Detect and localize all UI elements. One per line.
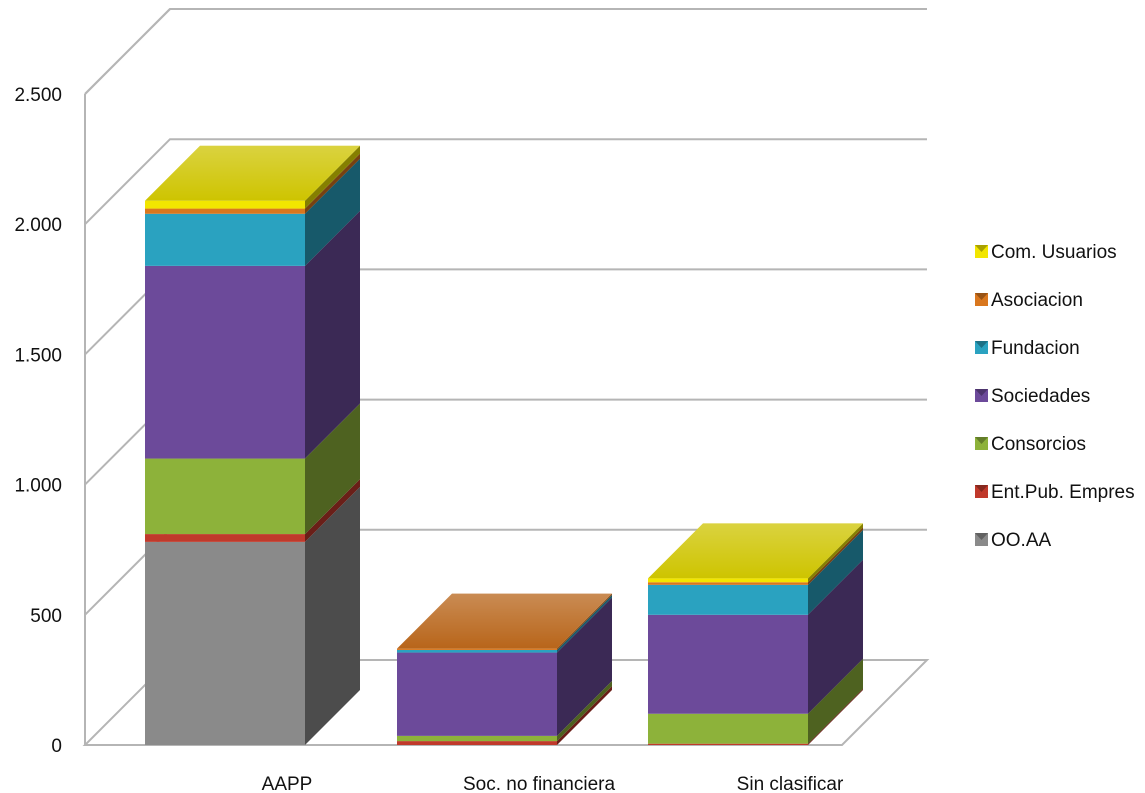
- legend-swatch-bevel: [975, 437, 988, 444]
- bar-front: [145, 265, 305, 459]
- legend-item-ent-pub-empres: Ent.Pub. Empres: [975, 482, 1135, 503]
- bar-segment-sin-clasificar-sociedades: [648, 559, 863, 714]
- bar-side: [305, 153, 360, 214]
- bar-stack-aapp: [145, 145, 360, 745]
- bar-segment-sin-clasificar-com-usuarios: [648, 523, 863, 583]
- y-tick-label: 1.500: [14, 345, 62, 366]
- bar-side: [557, 680, 612, 742]
- bar-segment-sin-clasificar-ent-pub-empres: [648, 688, 863, 745]
- y-axis-tick-labels: 0 500 1.000 1.500 2.000 2.500: [14, 85, 62, 757]
- legend-label: Consorcios: [991, 434, 1086, 455]
- legend-label: Fundacion: [991, 338, 1080, 359]
- legend-item-oo-aa: OO.AA: [975, 530, 1052, 551]
- bar-front: [648, 578, 808, 583]
- bar-front: [648, 584, 808, 615]
- bar-side: [305, 403, 360, 535]
- legend-item-com-usuarios: Com. Usuarios: [975, 242, 1117, 263]
- legend-item-sociedades: Sociedades: [975, 386, 1090, 407]
- bar-top-sheen: [648, 523, 863, 579]
- y-tick-label: 500: [30, 606, 62, 627]
- bar-front: [397, 648, 557, 650]
- bar-side: [557, 593, 612, 650]
- bar-side: [557, 594, 612, 653]
- bar-front: [648, 713, 808, 744]
- bar-segment-aapp-fundacion: [145, 158, 360, 266]
- bar-side: [305, 210, 360, 459]
- bar-side: [305, 145, 360, 209]
- bar-front: [397, 652, 557, 736]
- legend-swatch-bevel: [975, 293, 988, 300]
- y-tick-label: 2.000: [14, 215, 62, 236]
- bar-front: [145, 200, 305, 209]
- legend-label: Asociacion: [991, 290, 1083, 311]
- bar-segment-aapp-sociedades: [145, 210, 360, 459]
- bar-side: [808, 523, 863, 583]
- x-category-label: AAPP: [262, 774, 313, 793]
- bar-side: [557, 597, 612, 736]
- bar-segment-soc-no-financiera-ent-pub-empres: [397, 686, 612, 745]
- y-tick-label: 0: [51, 736, 62, 757]
- bar-side: [808, 688, 863, 745]
- legend-label: OO.AA: [991, 530, 1052, 551]
- x-category-label: Soc. no financiera: [463, 774, 616, 793]
- legend-label: Com. Usuarios: [991, 242, 1117, 263]
- bar-segment-soc-no-financiera-asociacion: [397, 593, 612, 650]
- bar-front: [648, 743, 808, 745]
- legend-swatch-bevel: [975, 341, 988, 348]
- bar-side: [305, 486, 360, 745]
- bar-front: [145, 541, 305, 745]
- bar-side: [808, 559, 863, 714]
- y-tick-label: 2.500: [14, 85, 62, 106]
- legend: Com. Usuarios Asociacion Fundacion Sociedad…: [975, 242, 1135, 551]
- x-axis-category-labels: AAPP Soc. no financiera Sin clasificar: [262, 774, 844, 793]
- bar-top-sheen: [145, 145, 360, 201]
- bar-side: [808, 527, 863, 585]
- legend-swatch-bevel: [975, 389, 988, 396]
- bar-side: [305, 479, 360, 542]
- legend-item-consorcios: Consorcios: [975, 434, 1086, 455]
- legend-swatch-bevel: [975, 485, 988, 492]
- bar-front: [648, 614, 808, 714]
- legend-item-asociacion: Asociacion: [975, 290, 1083, 311]
- bar-segment-soc-no-financiera-sociedades: [397, 597, 612, 736]
- y-tick-label: 1.000: [14, 476, 62, 497]
- bar-side: [557, 686, 612, 745]
- bar-side: [808, 658, 863, 744]
- legend-item-fundacion: Fundacion: [975, 338, 1080, 359]
- bar-front: [145, 534, 305, 542]
- gridline: [84, 8, 927, 95]
- x-category-label: Sin clasificar: [737, 774, 844, 793]
- legend-swatch-bevel: [975, 245, 988, 252]
- legend-label: Ent.Pub. Empres: [991, 482, 1135, 503]
- bar-segment-sin-clasificar-asociacion: [648, 527, 863, 585]
- bar-segment-aapp-asociacion: [145, 153, 360, 214]
- bar-front: [145, 213, 305, 266]
- bar-front: [397, 741, 557, 745]
- bar-segment-soc-no-financiera-consorcios: [397, 680, 612, 742]
- bar-side: [808, 529, 863, 615]
- bar-side: [305, 158, 360, 266]
- bar-front: [648, 582, 808, 585]
- bar-stack-sin-clasificar: [648, 523, 863, 745]
- legend-swatch-bevel: [975, 533, 988, 540]
- gridline: [84, 138, 927, 225]
- bar-top-sheen: [397, 593, 612, 649]
- bar-front: [145, 458, 305, 535]
- bar-front: [397, 735, 557, 742]
- bar-segment-aapp-ent-pub-empres: [145, 479, 360, 542]
- bar-front: [397, 649, 557, 653]
- bar-segment-soc-no-financiera-fundacion: [397, 594, 612, 653]
- legend-label: Sociedades: [991, 386, 1090, 407]
- bar-segment-aapp-consorcios: [145, 403, 360, 535]
- bar-segment-aapp-oo-aa: [145, 486, 360, 745]
- bar-segment-sin-clasificar-consorcios: [648, 658, 863, 744]
- bar-segment-aapp-com-usuarios: [145, 145, 360, 209]
- bars: [145, 145, 863, 745]
- bar-stack-soc-no-financiera: [397, 593, 612, 745]
- bar-front: [145, 208, 305, 214]
- bar-segment-sin-clasificar-fundacion: [648, 529, 863, 615]
